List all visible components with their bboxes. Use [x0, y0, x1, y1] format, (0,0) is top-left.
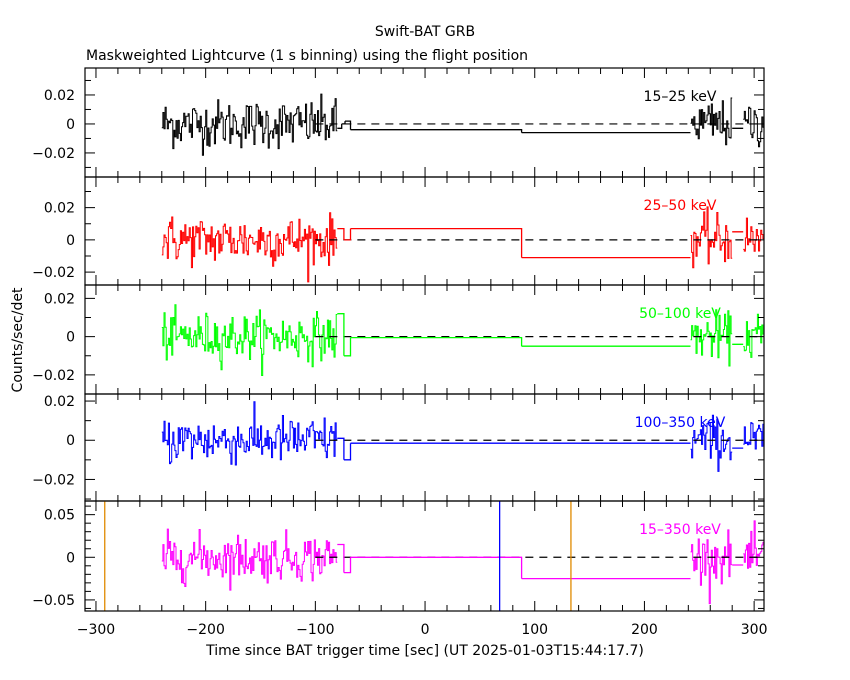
x-tick-label: 100	[521, 622, 548, 638]
y-tick-label: −0.02	[32, 265, 75, 281]
y-tick-label: 0	[66, 330, 75, 346]
y-tick-label: 0.02	[44, 291, 75, 307]
band-label: 100–350 keV	[635, 415, 726, 431]
y-tick-label: −0.05	[32, 593, 75, 609]
x-axis-label: Time since BAT trigger time [sec] (UT 20…	[205, 643, 644, 659]
lightcurve-segment-2	[690, 529, 733, 605]
y-tick-label: 0.05	[44, 508, 75, 524]
panel-frame	[84, 500, 765, 612]
lightcurve-segment-2	[690, 414, 733, 472]
band-label: 15–25 keV	[644, 89, 717, 105]
lightcurve-segment-2	[690, 97, 733, 146]
lightcurve-segment-3	[743, 217, 764, 252]
lightcurve-segment-3	[743, 313, 764, 358]
panel-frame	[84, 176, 765, 286]
y-tick-label: −0.02	[32, 146, 75, 162]
panel-2: −0.02 0 0.02 25–50 keV	[32, 176, 765, 286]
panel-frame	[84, 284, 765, 395]
x-tick-label: 200	[631, 622, 658, 638]
binned-steps	[337, 120, 744, 134]
chart-subtitle: Maskweighted Lightcurve (1 s binning) us…	[86, 48, 528, 64]
series-1	[161, 93, 764, 156]
panel-1: −0.02 0 0.02 15–25 keV	[32, 67, 765, 178]
lightcurve-segment-2	[690, 206, 733, 269]
lightcurve-segment-3	[743, 106, 764, 148]
lightcurve-segment-1	[161, 401, 338, 466]
lightcurve-segment-1	[161, 304, 338, 376]
y-tick-label: 0	[66, 233, 75, 249]
y-axis-label: Counts/sec/det	[10, 287, 26, 392]
lightcurve-segment-3	[743, 520, 764, 569]
series-3	[161, 304, 764, 376]
lightcurve-segment-1	[161, 93, 338, 156]
band-label: 15–350 keV	[639, 522, 721, 538]
panel-frame	[84, 67, 765, 178]
x-tick-label: 300	[741, 622, 768, 638]
panel-frame	[84, 393, 765, 502]
binned-steps	[337, 543, 744, 580]
y-tick-label: 0	[66, 550, 75, 566]
series-2	[161, 206, 764, 283]
x-tick-labels: −300 −200 −100 0 100 200 300	[77, 622, 768, 638]
y-tick-label: 0.02	[44, 394, 75, 410]
band-label: 25–50 keV	[644, 198, 717, 214]
lightcurve-segment-1	[161, 212, 338, 283]
binned-steps	[337, 227, 744, 259]
lightcurve-segment-2	[690, 309, 733, 367]
y-tick-label: 0.02	[44, 88, 75, 104]
y-tick-label: 0	[66, 117, 75, 133]
series-5	[161, 520, 764, 605]
binned-steps	[337, 313, 744, 357]
lightcurve-segment-1	[161, 528, 338, 591]
panel-5: −0.05 0 0.05 15–350 keV	[32, 500, 765, 612]
panel-4: −0.02 0 0.02 100–350 keV	[32, 393, 765, 502]
chart-title: Swift-BAT GRB	[375, 24, 475, 40]
y-tick-label: 0	[66, 433, 75, 449]
y-tick-label: −0.02	[32, 368, 75, 384]
y-tick-label: 0.02	[44, 201, 75, 217]
lightcurve-segment-3	[743, 422, 764, 450]
panel-3: −0.02 0 0.02 50–100 keV	[32, 284, 765, 395]
x-tick-label: −200	[186, 622, 224, 638]
binned-steps	[337, 437, 744, 461]
y-tick-label: −0.02	[32, 472, 75, 488]
x-tick-label: −300	[77, 622, 115, 638]
x-tick-label: 0	[421, 622, 430, 638]
series-4	[161, 401, 764, 472]
x-tick-label: −100	[296, 622, 334, 638]
band-label: 50–100 keV	[639, 306, 721, 322]
